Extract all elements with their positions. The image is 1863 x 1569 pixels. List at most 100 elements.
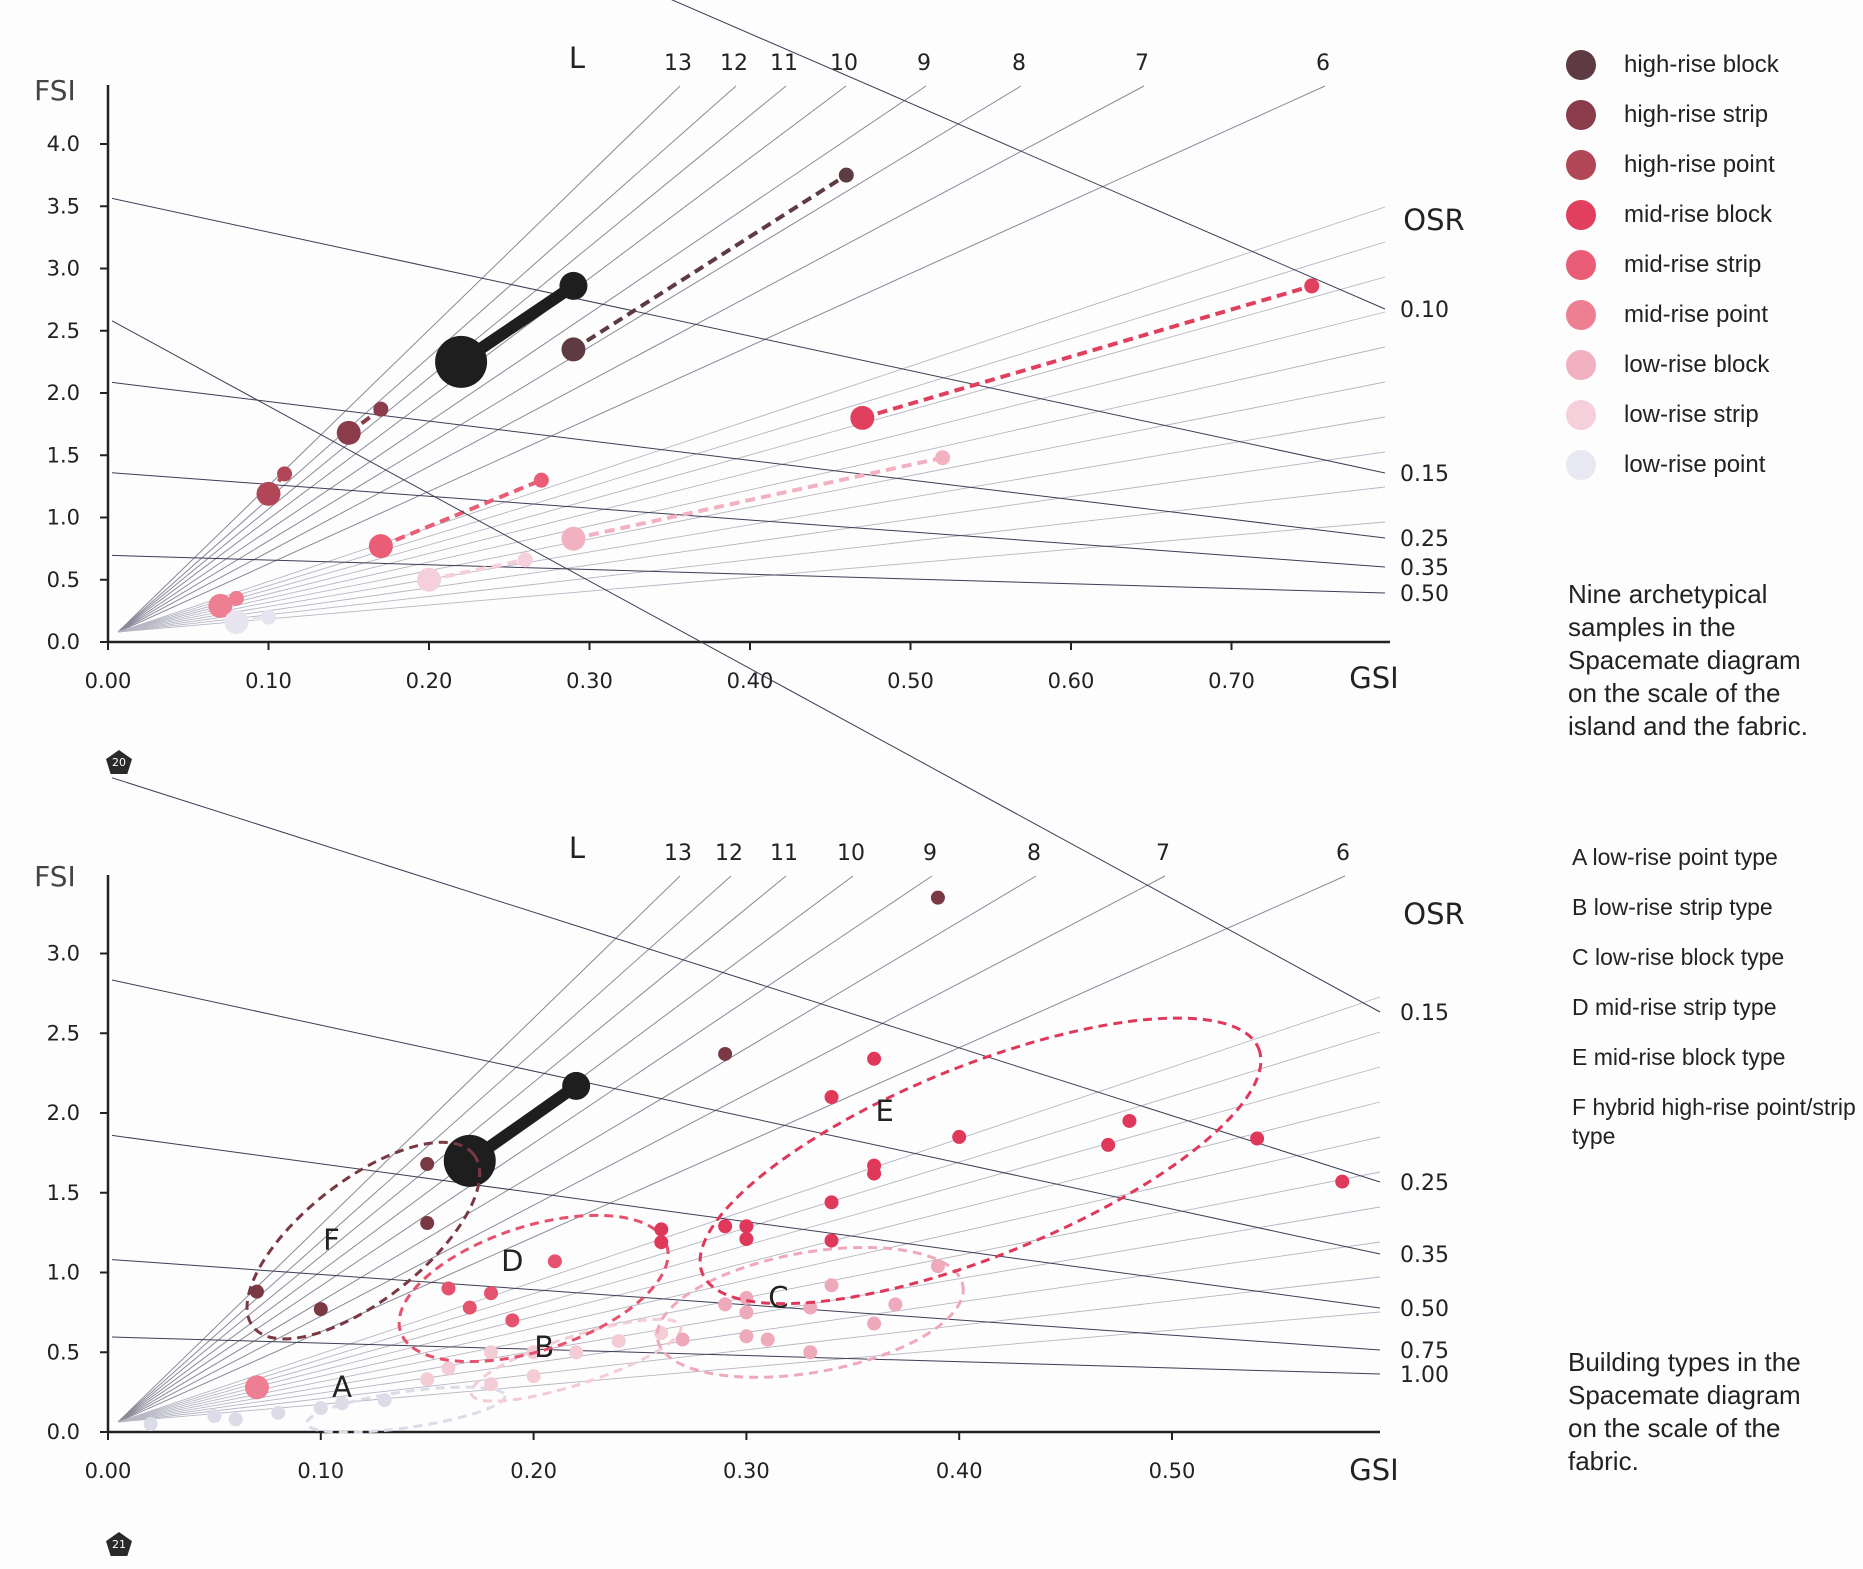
hybrid-point-small <box>559 271 588 300</box>
x-tick-label: 0.10 <box>297 1459 344 1483</box>
data-point-group-D <box>462 1300 477 1315</box>
data-point-high-rise-block <box>838 167 854 183</box>
data-point-group-E <box>1101 1137 1116 1152</box>
x-tick-label: 0.30 <box>566 669 613 693</box>
data-point-group-C <box>867 1316 882 1331</box>
data-point-group-C <box>760 1332 775 1347</box>
type-letter: E <box>1572 1044 1594 1070</box>
L-tick-label: 11 <box>770 51 798 76</box>
L-line-minor <box>117 1101 1381 1423</box>
y-tick-label: 2.5 <box>47 319 80 343</box>
L-line <box>117 85 1326 633</box>
y-axis-title: FSI <box>34 860 76 893</box>
L-tick-label: 8 <box>1027 841 1041 866</box>
x-tick-label: 0.60 <box>1048 669 1095 693</box>
data-point-group-C <box>803 1345 818 1360</box>
x-tick-label: 0.00 <box>85 669 132 693</box>
OSR-line <box>111 197 1386 474</box>
L-line <box>117 85 737 633</box>
group-label-A: A <box>332 1370 352 1404</box>
group-label-E: E <box>876 1094 894 1128</box>
x-tick-label: 0.20 <box>510 1459 557 1483</box>
L-tick-label: 10 <box>837 841 865 866</box>
data-point-low-rise-point <box>224 610 249 635</box>
L-tick-label: 8 <box>1012 51 1026 76</box>
y-tick-label: 0.5 <box>47 1340 80 1364</box>
OSR-line <box>111 381 1386 539</box>
L-line-minor <box>117 521 1386 633</box>
x-tick-label: 0.70 <box>1208 669 1255 693</box>
data-point-group-E <box>654 1222 669 1237</box>
L-tick-label: 9 <box>923 841 937 866</box>
L-line-minor <box>117 381 1386 633</box>
type-letter: F <box>1572 1094 1593 1120</box>
group-label-F: F <box>323 1223 340 1257</box>
y-tick-label: 3.0 <box>47 942 80 966</box>
L-axis-title: L <box>569 831 585 865</box>
legend-swatch <box>1566 350 1596 380</box>
group-label-C: C <box>768 1281 788 1315</box>
legend-item: mid-rise block <box>1560 190 1850 240</box>
data-point-low-rise-point <box>261 609 276 625</box>
type-label: mid-rise block type <box>1593 1044 1786 1070</box>
L-tick-label: 7 <box>1135 51 1149 76</box>
OSR-tick-label: 0.10 <box>1400 298 1449 323</box>
y-tick-label: 0.0 <box>47 1420 80 1444</box>
data-point-group-F <box>420 1216 435 1231</box>
L-line-minor <box>117 1136 1381 1423</box>
x-tick-label: 0.50 <box>1149 1459 1196 1483</box>
type-letter: D <box>1572 994 1595 1020</box>
series-dashed-line <box>573 455 944 541</box>
y-tick-label: 0.5 <box>47 568 80 592</box>
data-point-group-A <box>228 1412 243 1427</box>
group-ellipse-E <box>698 1016 1263 1306</box>
data-point-group-D <box>505 1313 520 1328</box>
OSR-tick-label: 0.25 <box>1400 1171 1449 1196</box>
data-point-group-E <box>824 1195 839 1210</box>
OSR-tick-label: 0.25 <box>1400 527 1449 552</box>
data-point-group-C <box>888 1297 903 1312</box>
legend-label: mid-rise point <box>1624 301 1769 328</box>
data-point-mid-rise-strip <box>533 472 549 488</box>
data-point-group-D <box>547 1254 562 1269</box>
group-ellipse-A <box>305 1385 507 1434</box>
data-point-group-E <box>739 1219 754 1234</box>
legend-label: high-rise strip <box>1624 101 1769 128</box>
L-tick-label: 13 <box>664 51 692 76</box>
legend-label: high-rise point <box>1624 151 1775 178</box>
data-point-high-rise-point <box>277 466 293 482</box>
L-tick-label: 12 <box>715 841 743 866</box>
data-point-group-F <box>249 1284 264 1299</box>
OSR-tick-label: 0.35 <box>1400 1243 1449 1268</box>
data-point-group-F <box>313 1302 328 1317</box>
data-point-group-C <box>718 1297 733 1312</box>
L-tick-label: 7 <box>1156 841 1170 866</box>
data-point-group-D <box>484 1286 499 1301</box>
data-point-group-C <box>824 1278 839 1293</box>
series-dashed-line <box>428 557 526 582</box>
L-line-minor <box>117 416 1386 633</box>
data-point-group-A <box>271 1405 286 1420</box>
type-label: low-rise strip type <box>1593 894 1773 920</box>
data-point-group-C <box>930 1259 945 1274</box>
legend-swatch <box>1566 300 1596 330</box>
legend-swatch <box>1566 200 1596 230</box>
OSR-line <box>111 554 1386 594</box>
x-axis-title: GSI <box>1349 661 1398 695</box>
OSR-tick-label: 0.15 <box>1400 462 1449 487</box>
legend-item: high-rise block <box>1560 40 1850 90</box>
data-point-group-B <box>484 1345 499 1360</box>
OSR-line <box>111 979 1381 1255</box>
L-line <box>117 875 933 1423</box>
x-tick-label: 0.00 <box>85 1459 132 1483</box>
data-point-group-C <box>739 1305 754 1320</box>
legend-swatch <box>1566 250 1596 280</box>
y-tick-label: 1.0 <box>47 506 80 530</box>
hybrid-point-large <box>443 1134 496 1187</box>
L-line <box>117 875 681 1423</box>
data-point-low-rise-strip <box>517 552 533 568</box>
group-ellipse-F <box>245 1140 482 1341</box>
OSR-line <box>671 0 1386 310</box>
data-point-group-C <box>739 1291 754 1306</box>
data-point-group-B <box>526 1369 541 1384</box>
